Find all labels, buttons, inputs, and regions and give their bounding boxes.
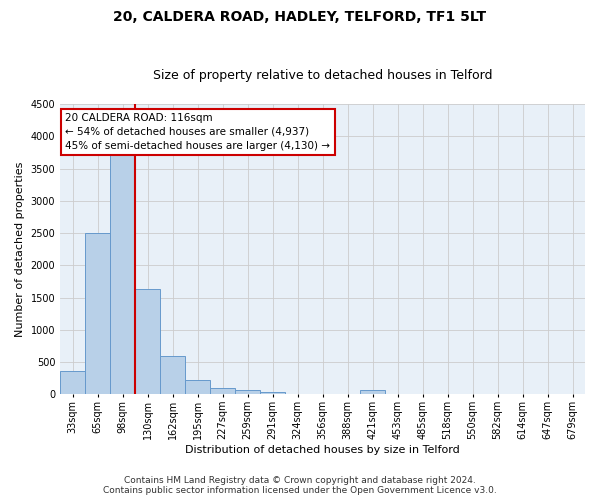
Bar (85, 233, 110, 394)
X-axis label: Distribution of detached houses by size in Telford: Distribution of detached houses by size … (185, 445, 460, 455)
Bar (110, 154, 135, 394)
Bar (210, 388, 235, 394)
Y-axis label: Number of detached properties: Number of detached properties (15, 162, 25, 337)
Bar (185, 380, 210, 394)
Bar (60, 370, 85, 394)
Bar (360, 390, 385, 394)
Text: 20 CALDERA ROAD: 116sqm
← 54% of detached houses are smaller (4,937)
45% of semi: 20 CALDERA ROAD: 116sqm ← 54% of detache… (65, 112, 331, 150)
Text: Contains HM Land Registry data © Crown copyright and database right 2024.
Contai: Contains HM Land Registry data © Crown c… (103, 476, 497, 495)
Bar (160, 356, 185, 395)
Bar (135, 289, 160, 395)
Bar (260, 392, 285, 394)
Title: Size of property relative to detached houses in Telford: Size of property relative to detached ho… (153, 69, 493, 82)
Bar (235, 390, 260, 394)
Text: 20, CALDERA ROAD, HADLEY, TELFORD, TF1 5LT: 20, CALDERA ROAD, HADLEY, TELFORD, TF1 5… (113, 10, 487, 24)
